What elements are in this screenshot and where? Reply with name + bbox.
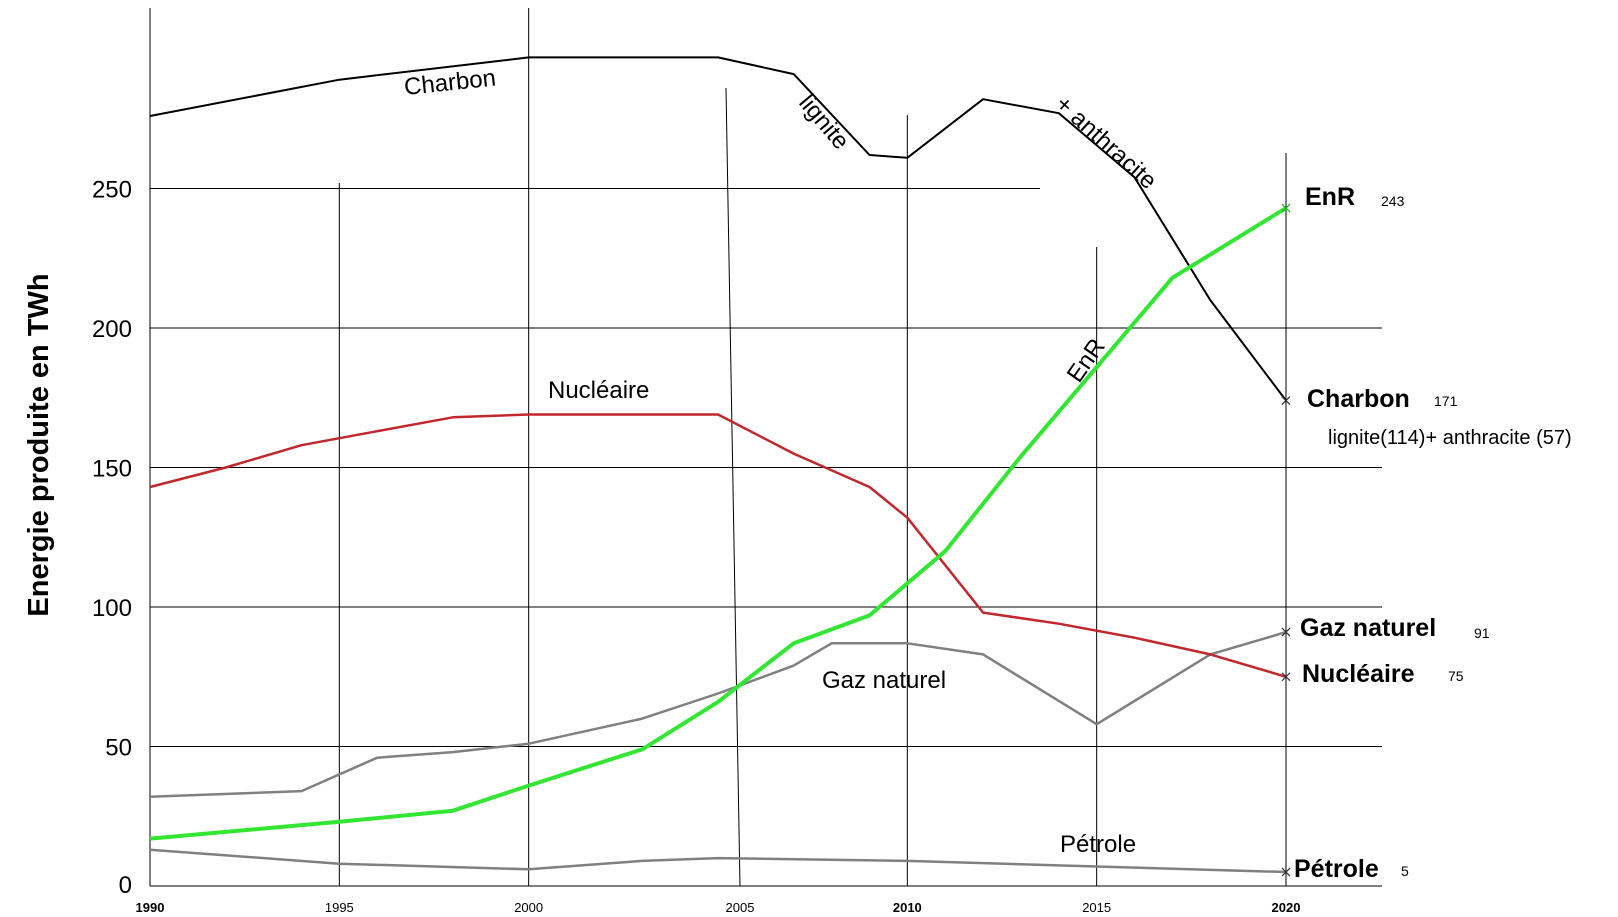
series-line-nucl-aire	[149, 413, 1287, 678]
series-line-p-trole	[149, 848, 1287, 874]
end-label-enr: EnR 243	[1305, 183, 1405, 211]
end-label-petrole: Pétrole 5	[1294, 855, 1409, 883]
end-label-petrole-value: 5	[1401, 863, 1409, 879]
end-label-enr-value: 243	[1381, 193, 1405, 209]
inline-label-anthracite: + anthracite	[1050, 90, 1162, 194]
end-label-charbon-name: Charbon	[1307, 385, 1410, 413]
x-tick-labels: 1990 1995 2000 2005 2010 2015 2020	[136, 900, 1301, 915]
grid-line-v	[725, 87, 741, 887]
series-line-gaz-naturel	[149, 630, 1287, 798]
end-marker	[1281, 203, 1291, 213]
end-label-enr-name: EnR	[1305, 183, 1355, 211]
end-marker	[1281, 396, 1291, 405]
end-marker	[1281, 867, 1291, 877]
y-tick-label: 0	[119, 872, 132, 899]
end-label-nucleaire-value: 75	[1448, 668, 1464, 684]
y-tick-label: 250	[92, 177, 132, 204]
y-tick-labels: 0 50 100 150 200 250	[92, 177, 132, 900]
y-tick-label: 100	[92, 595, 132, 622]
y-tick-label: 150	[92, 456, 132, 483]
y-tick-label: 50	[105, 735, 132, 762]
end-markers	[1281, 203, 1291, 877]
end-label-gaz-naturel: Gaz naturel 91	[1300, 614, 1490, 642]
end-label-nucleaire: Nucléaire 75	[1302, 660, 1464, 688]
end-label-charbon: Charbon 171 lignite(114)+ anthracite (57…	[1307, 385, 1572, 449]
end-marker	[1281, 627, 1291, 637]
x-tick-label: 2005	[726, 900, 755, 915]
charbon-composition-note: lignite(114)+ anthracite (57)	[1328, 427, 1572, 449]
inline-label-petrole: Pétrole	[1060, 831, 1136, 858]
series-line-enr	[149, 206, 1288, 841]
end-label-charbon-value: 171	[1434, 393, 1458, 409]
x-tick-label: 1990	[136, 900, 165, 915]
grid	[149, 8, 1382, 887]
series-line-charbon	[149, 56, 1287, 402]
x-tick-label: 2020	[1272, 900, 1301, 915]
inline-label-lignite: lignite	[793, 90, 854, 155]
end-marker	[1281, 672, 1291, 682]
inline-label-gaz-naturel: Gaz naturel	[822, 667, 946, 694]
x-tick-label: 2010	[893, 900, 922, 915]
y-tick-label: 200	[92, 316, 132, 343]
x-tick-label: 1995	[325, 900, 354, 915]
series-lines	[149, 56, 1288, 874]
end-label-gaz-value: 91	[1474, 625, 1490, 641]
x-tick-label: 2000	[514, 900, 543, 915]
end-label-petrole-name: Pétrole	[1294, 855, 1379, 883]
x-tick-label: 2015	[1082, 900, 1111, 915]
inline-label-nucleaire: Nucléaire	[548, 377, 649, 404]
end-label-nucleaire-name: Nucléaire	[1302, 660, 1415, 688]
y-axis-title: Energie produite en TWh	[23, 273, 55, 616]
end-label-gaz-name: Gaz naturel	[1300, 614, 1436, 642]
